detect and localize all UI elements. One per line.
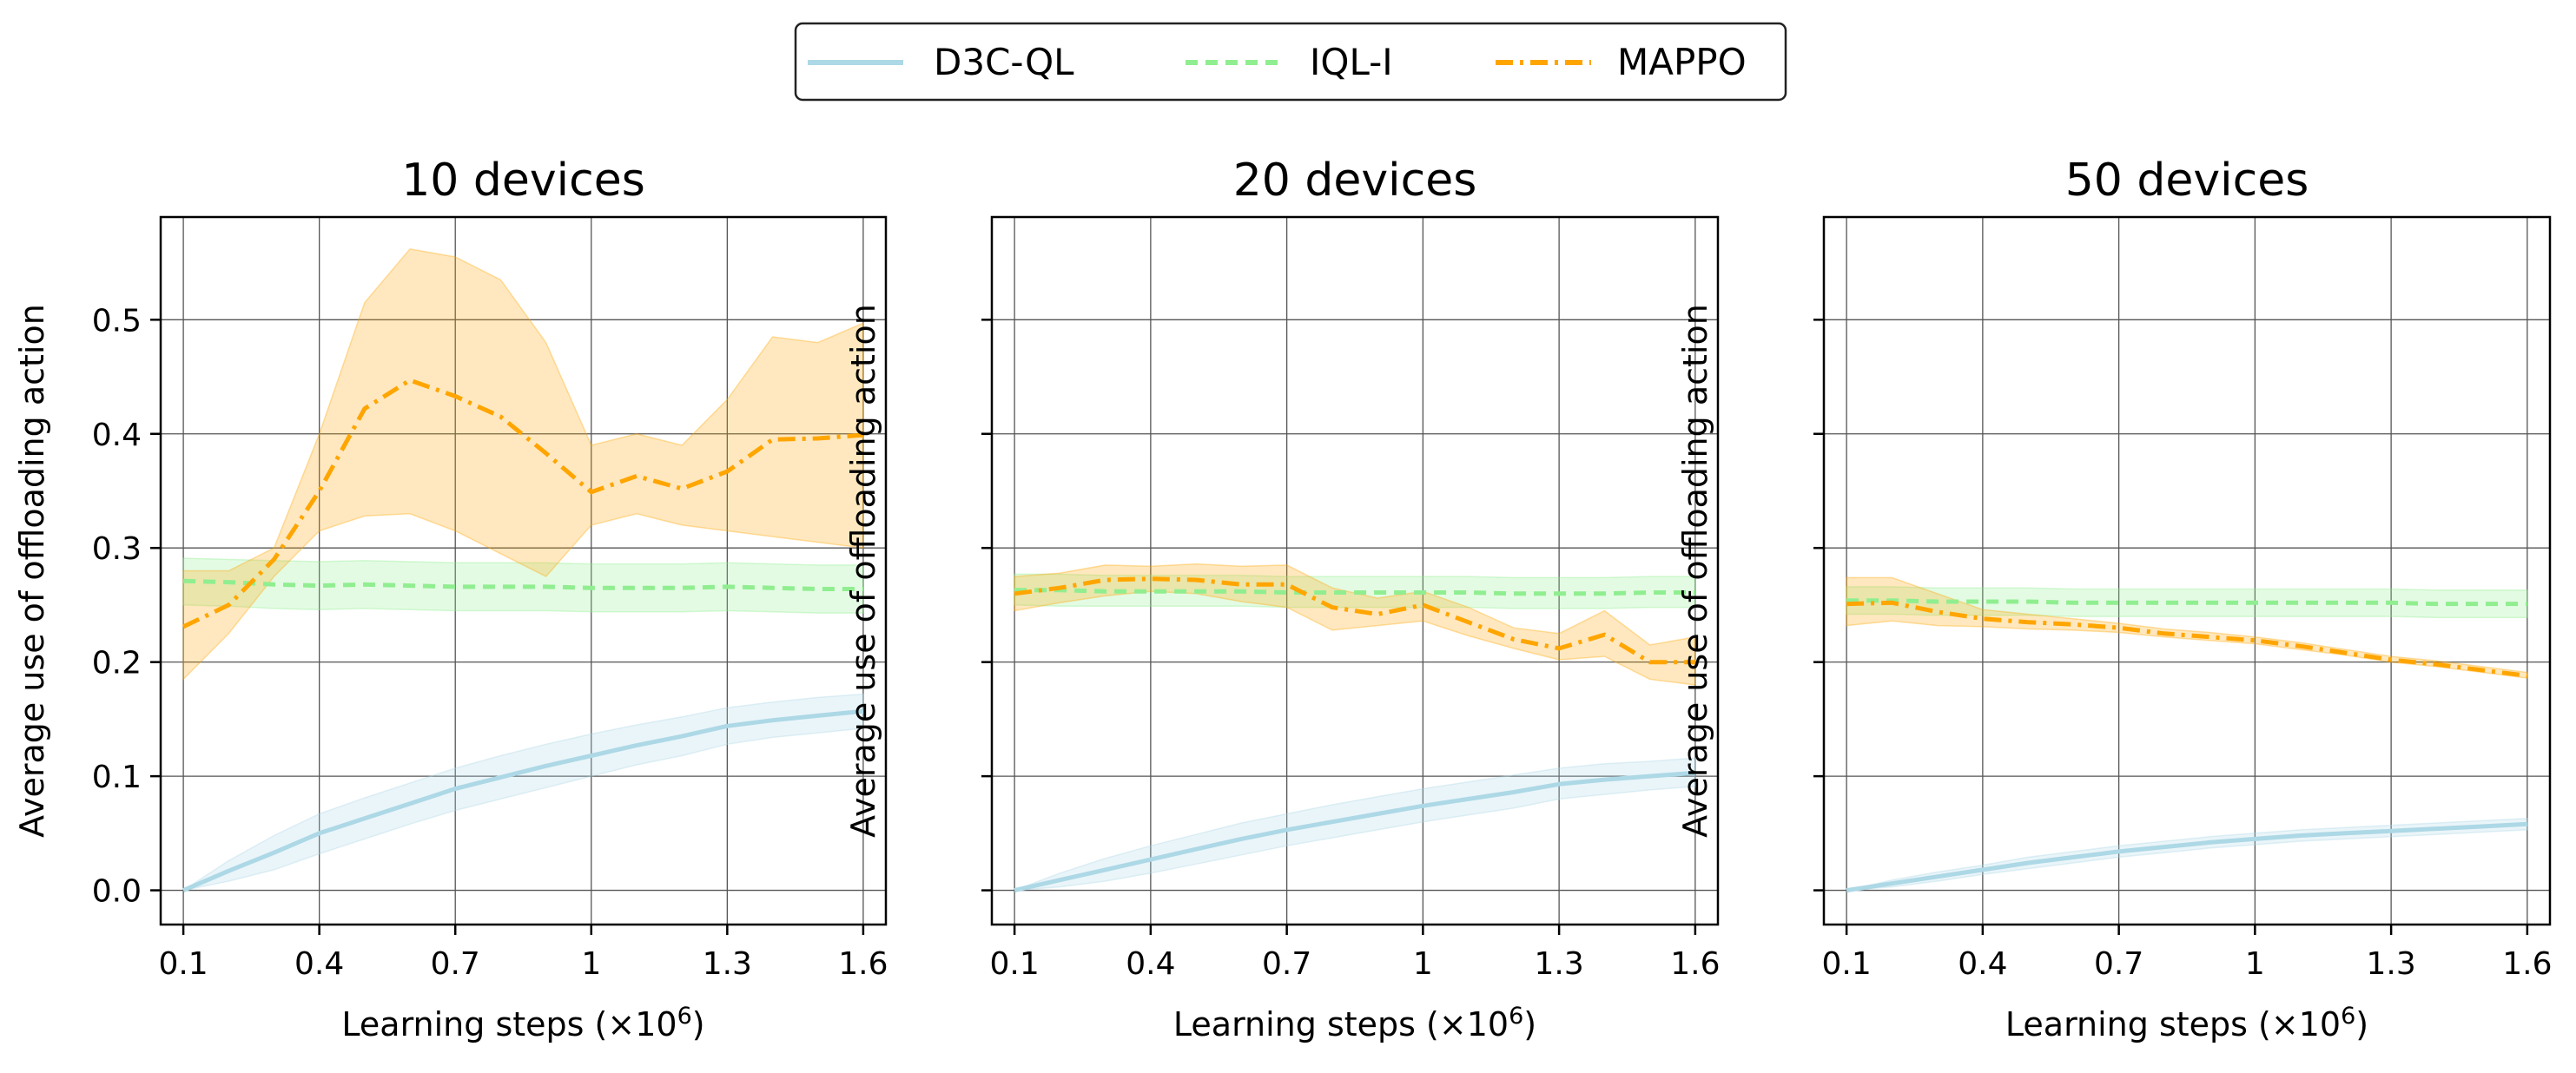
series-line-d3c [1014,770,1696,893]
grid [161,217,886,925]
panel-title: 50 devices [2065,155,2309,207]
series-line-iql [1846,598,2527,607]
x-tick-label: 0.1 [158,946,208,982]
x-tick-label: 1.6 [838,946,888,982]
series-lines [1846,598,2528,893]
band-mappo [1014,563,1696,686]
series-line-d3c [1846,821,2528,893]
x-axis-label: Learning steps (×106) [1173,1003,1536,1043]
y-tick-label: 0.2 [92,646,142,681]
x-tick-label: 0.7 [2094,946,2143,982]
panel-20-devices: 20 devices 0.1 0.4 0.7 1 1.3 1.6 Learning ste… [844,155,1721,1043]
series-line-iql [183,578,863,591]
x-tick-label: 1 [581,946,601,982]
x-tick-label: 1 [1413,946,1433,982]
series-line-d3c [182,708,864,892]
series-lines [1014,576,1696,893]
ticks: 0.1 0.4 0.7 1 1.3 1.6 [981,319,1721,982]
legend: D3C-QL IQL-I MAPPO [794,22,1787,102]
x-axis-label: Learning steps (×106) [2005,1003,2368,1043]
series-line-mappo [1846,600,2528,678]
ticks: 0.1 0.4 0.7 1 1.3 1.6 [1813,319,2553,982]
legend-label-mappo: MAPPO [1617,41,1747,83]
x-tick-label: 0.4 [294,946,344,982]
band-mappo [182,247,864,681]
y-axis-label: Average use of offloading action [13,304,51,838]
y-tick-label: 0.4 [92,418,142,453]
y-axis-label: Average use of offloading action [844,304,882,838]
y-tick-label: 0.5 [92,303,142,339]
legend-frame [794,22,1787,102]
panel-title: 10 devices [401,155,645,207]
legend-label-d3c-ql: D3C-QL [934,41,1074,83]
x-tick-label: 0.7 [431,946,480,982]
legend-label-iql-i: IQL-I [1310,41,1393,83]
x-tick-label: 1.6 [1670,946,1720,982]
panel-50-devices: 50 devices 0.1 0.4 0.7 1 1.3 1.6 Learning ste… [1676,155,2553,1043]
grid [1824,217,2550,925]
x-tick-label: 1 [2245,946,2265,982]
confidence-bands [182,247,864,892]
x-tick-label: 0.7 [1262,946,1311,982]
series-lines [182,378,864,892]
x-axis-label: Learning steps (×106) [341,1003,704,1043]
x-tick-label: 0.1 [1821,946,1871,982]
plot-frame [159,215,888,926]
x-tick-label: 0.1 [989,946,1039,982]
y-axis-label: Average use of offloading action [1676,304,1714,838]
x-tick-label: 0.4 [1126,946,1175,982]
series-line-mappo [182,378,864,629]
y-tick-label: 0.3 [92,531,142,567]
panel-10-devices: 10 devices 0.1 0.4 0.7 1 1.3 1.60.00.10.20.30… [13,155,888,1043]
x-tick-label: 1.3 [2366,946,2415,982]
x-tick-label: 0.4 [1958,946,2007,982]
x-tick-label: 1.6 [2502,946,2552,982]
x-tick-label: 1.3 [1534,946,1583,982]
plot-frame [990,215,1720,926]
panel-title: 20 devices [1233,155,1477,207]
x-tick-label: 1.3 [703,946,752,982]
series-line-iql [1014,588,1695,596]
ticks: 0.1 0.4 0.7 1 1.3 1.6 0.0 0.1 0.2 0.3 0.4 0.5 [92,303,888,982]
y-tick-label: 0.1 [92,760,142,795]
y-tick-label: 0.0 [92,874,142,910]
plot-frame [1822,215,2552,926]
series-line-mappo [1014,576,1695,665]
